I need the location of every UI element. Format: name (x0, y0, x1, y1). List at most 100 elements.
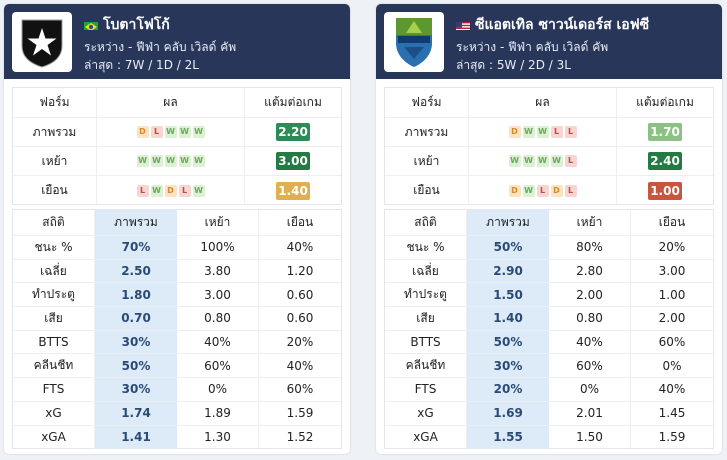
stat-home: 100% (177, 236, 259, 259)
form-row-away: เยือน L W D L W 1.40 (13, 176, 341, 205)
result-pill[interactable]: W (164, 126, 177, 138)
stat-away: 20% (286, 335, 314, 350)
result-pill[interactable]: D (508, 126, 521, 138)
stat-overall: 70% (95, 236, 177, 259)
team-card-away: ซีแอตเทิล ซาวน์เดอร์ส เอฟซี ระหว่าง - ฟี… (376, 4, 722, 454)
stat-overall: 0.70 (95, 307, 177, 330)
team-card-home: โบตาโฟโก้ ระหว่าง - ฟีฟ่า คลับ เวิลด์ คั… (4, 4, 350, 454)
result-pill[interactable]: W (522, 155, 535, 167)
stat-label: เฉลี่ย (13, 259, 95, 283)
stat-overall: 50% (95, 354, 177, 378)
result-pill[interactable]: W (192, 155, 205, 167)
form-header-row: ฟอร์ม ผล แต้มต่อเกม (385, 88, 713, 118)
form-row-label: เยือน (13, 176, 97, 205)
result-pill[interactable]: W (178, 155, 191, 167)
result-pill[interactable]: D (508, 184, 521, 197)
result-pill[interactable]: W (522, 126, 535, 138)
stat-away: 1.52 (286, 430, 314, 445)
result-pill[interactable]: W (164, 155, 177, 167)
result-pill[interactable]: L (564, 184, 577, 197)
result-pill[interactable]: L (178, 184, 191, 197)
stat-away: 1.45 (658, 406, 686, 421)
form-row-overall: ภาพรวม D W W L L 1.70 (385, 118, 713, 147)
result-pill[interactable]: W (550, 155, 563, 167)
stats-rows: ชนะ % 70% 100% 40% เฉลี่ย 2.50 3.80 1.20 ทำประตู… (13, 236, 341, 450)
usa-flag-icon (456, 20, 470, 30)
stats-row: คลีนชีท 30% 60% 0% (385, 354, 713, 379)
stats-row: xGA 1.55 1.50 1.59 (385, 425, 713, 450)
result-pill[interactable]: W (536, 155, 549, 167)
result-pill[interactable]: L (150, 126, 163, 138)
team-logo[interactable] (12, 12, 72, 72)
result-pill[interactable]: L (564, 126, 577, 138)
stat-away: 2.00 (658, 311, 686, 326)
stats-row: xG 1.74 1.89 1.59 (13, 401, 341, 426)
form-header-results: ผล (97, 88, 245, 117)
stats-header-row: สถิติ ภาพรวม เหย้า เยือน (385, 210, 713, 236)
stat-overall: 2.50 (95, 259, 177, 283)
stat-home: 80% (549, 236, 631, 259)
stat-overall: 2.90 (467, 259, 549, 283)
stats-header-stat: สถิติ (13, 210, 95, 235)
stat-home: 40% (177, 330, 259, 354)
result-pill[interactable]: W (178, 126, 191, 138)
result-pill[interactable]: L (564, 155, 577, 167)
stat-home: 2.80 (549, 259, 631, 283)
stat-home: 3.80 (177, 259, 259, 283)
stat-label: ชนะ % (385, 236, 467, 259)
stat-overall: 50% (467, 236, 549, 259)
stat-home: 0% (177, 378, 259, 401)
result-pill[interactable]: D (550, 184, 563, 197)
stats-header-stat: สถิติ (385, 210, 467, 235)
stats-row: FTS 30% 0% 60% (13, 378, 341, 402)
stats-row: ชนะ % 50% 80% 20% (385, 236, 713, 260)
team-name[interactable]: ซีแอตเทิล ซาวน์เดอร์ส เอฟซี (456, 14, 649, 36)
stat-away: 20% (658, 240, 686, 255)
stat-home: 40% (549, 330, 631, 354)
team-name-text: ซีแอตเทิล ซาวน์เดอร์ส เอฟซี (475, 17, 650, 33)
stat-label: BTTS (13, 330, 95, 354)
stat-home: 3.00 (177, 283, 259, 307)
result-pill[interactable]: L (550, 126, 563, 138)
result-pill[interactable]: D (164, 184, 177, 197)
stat-away: 0% (662, 358, 682, 373)
team-logo[interactable] (384, 12, 444, 72)
result-pill[interactable]: W (522, 184, 535, 197)
stat-overall: 1.69 (467, 401, 549, 425)
result-pill[interactable]: W (150, 155, 163, 167)
ppg-badge: 2.40 (648, 152, 682, 170)
stats-row: คลีนชีท 50% 60% 40% (13, 354, 341, 379)
result-pill[interactable]: W (192, 126, 205, 138)
stat-label: BTTS (385, 330, 467, 354)
result-pill[interactable]: W (536, 126, 549, 138)
stat-overall: 50% (467, 330, 549, 354)
stat-away: 60% (286, 382, 314, 397)
stats-header-away: เยือน (658, 215, 686, 229)
stats-row: ทำประตู 1.80 3.00 0.60 (13, 283, 341, 308)
stat-label: FTS (13, 378, 95, 401)
form-row-label: เหย้า (13, 147, 97, 175)
result-pill[interactable]: L (136, 184, 149, 197)
stats-header-home: เหย้า (177, 210, 259, 235)
stats-table: สถิติ ภาพรวม เหย้า เยือน ชนะ % 70% 100% 40%… (12, 209, 342, 450)
result-pill[interactable]: W (192, 184, 205, 197)
result-pill[interactable]: D (136, 126, 149, 138)
team-name[interactable]: โบตาโฟโก้ (84, 14, 170, 36)
stat-label: xG (13, 401, 95, 425)
stat-away: 3.00 (658, 264, 686, 279)
result-pill[interactable]: W (136, 155, 149, 167)
result-pill[interactable]: W (508, 155, 521, 167)
ppg-cell: 2.40 (617, 147, 713, 175)
stats-table: สถิติ ภาพรวม เหย้า เยือน ชนะ % 50% 80% 20% เ… (384, 209, 714, 450)
form-row-home: เหย้า W W W W L 2.40 (385, 147, 713, 176)
result-pill[interactable]: L (536, 184, 549, 197)
team-header: โบตาโฟโก้ ระหว่าง - ฟีฟ่า คลับ เวิลด์ คั… (4, 4, 350, 79)
stats-rows: ชนะ % 50% 80% 20% เฉลี่ย 2.90 2.80 3.00 ทำประตู 1… (385, 236, 713, 450)
competition-line: ระหว่าง - ฟีฟ่า คลับ เวิลด์ คัพ (84, 40, 237, 54)
result-pill[interactable]: W (150, 184, 163, 197)
